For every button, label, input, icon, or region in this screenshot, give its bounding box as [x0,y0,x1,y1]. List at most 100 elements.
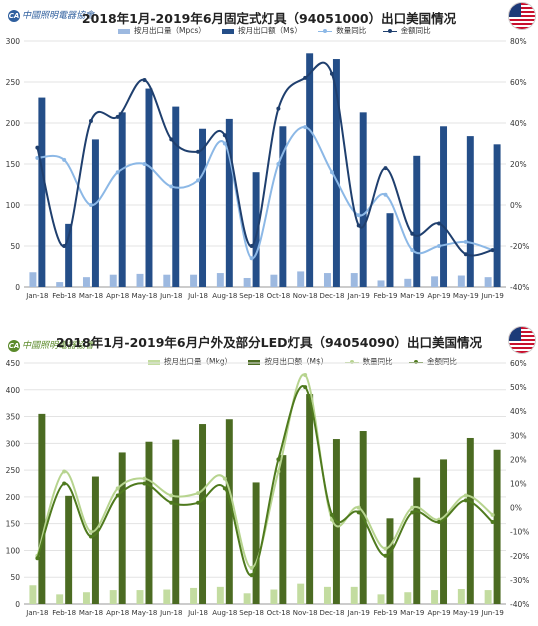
x-tick-label: Jun-18 [159,609,182,617]
bar [252,482,260,604]
x-tick-label: Oct-18 [267,609,291,617]
x-tick-label: Nov-18 [293,292,318,300]
bar [440,126,448,287]
chart-title: 2018年1月-2019年6月户外及部分LED灯具（94054090）出口美国情… [55,335,483,350]
y-left-tick-label: 400 [6,386,21,395]
legend-item: 按月出口量（Mkg） [148,356,232,367]
bar [199,424,207,604]
bar [457,589,465,604]
bar [29,585,37,604]
bar [243,277,251,287]
logo-text: 中國照明電器協會 [22,11,95,21]
data-point [142,162,147,166]
y-left-tick-label: 200 [6,119,21,128]
bar [493,449,501,604]
y-left-tick-label: 50 [10,573,20,582]
data-point [196,500,201,505]
x-tick-label: Sep-18 [239,609,264,617]
bar [350,273,358,287]
x-tick-label: Apr-18 [106,609,129,617]
data-point [142,481,147,486]
data-point [329,71,334,76]
data-point [383,553,388,558]
bar [279,126,287,287]
us-flag-icon [508,2,536,30]
data-point [410,505,415,510]
data-point [303,385,308,390]
bar [56,594,64,604]
y-left-tick-label: 100 [6,201,21,210]
data-point [276,162,281,166]
data-point [62,481,67,486]
data-point [115,486,120,491]
bar [386,518,394,604]
bar [172,439,180,604]
bar [252,172,260,287]
x-tick-label: Mar-19 [400,292,424,300]
bar [225,419,233,604]
data-point [437,520,442,525]
bar [199,128,207,287]
logo-icon: CA [8,9,20,22]
data-point [410,231,415,236]
y-left-tick-label: 300 [6,439,21,448]
legend-item: 金额同比 [382,25,431,36]
data-point [169,500,174,505]
data-point [196,149,201,154]
bar [91,139,99,287]
bar [225,118,233,288]
bar [484,590,492,604]
bar [82,277,90,287]
bar [413,477,421,604]
x-tick-label: Mar-19 [400,609,424,617]
bar [386,213,394,287]
data-point [88,529,93,534]
y-left-tick-label: 100 [6,546,21,555]
bar [163,589,171,604]
bar [350,586,358,604]
x-tick-label: May-19 [453,609,479,617]
y-right-tick-label: 80% [510,37,527,46]
data-point [169,184,174,189]
y-left-tick-label: 150 [6,160,21,169]
y-right-tick-label: 0% [510,201,522,210]
data-point [249,573,254,578]
y-left-tick-label: 300 [6,37,21,46]
x-tick-label: Jun-19 [480,609,503,617]
data-point [383,546,388,551]
bar [118,452,126,604]
association-logo: CA 中國照明電器協會 [8,8,94,22]
bar [466,136,474,287]
data-point [329,512,334,517]
y-left-tick-label: 50 [10,242,20,251]
bar [306,394,314,604]
bar [297,271,305,287]
data-point [463,252,468,257]
legend-item: 数量同比 [318,25,366,36]
bar [216,273,224,287]
x-tick-label: Jul-18 [187,609,208,617]
y-left-tick-label: 200 [6,493,21,502]
series-line [36,61,493,257]
logo-icon: CA [8,339,20,352]
data-point [303,373,308,378]
data-point [169,137,174,142]
data-point [169,493,174,498]
bar [332,59,340,287]
data-point [222,141,227,146]
y-right-tick-label: -20% [510,552,529,561]
data-point [196,178,201,183]
legend-item: 数量同比 [344,356,393,367]
x-tick-label: Apr-19 [428,609,451,617]
bar [136,590,144,604]
x-tick-label: Dec-18 [319,609,344,617]
bar [65,223,73,287]
bar [323,586,331,604]
bar [56,282,64,287]
data-point [62,157,67,162]
x-tick-label: Feb-19 [374,292,398,300]
y-right-tick-label: 60% [510,78,527,87]
data-point [35,556,40,561]
y-left-tick-label: 150 [6,520,21,529]
bar [466,437,474,604]
